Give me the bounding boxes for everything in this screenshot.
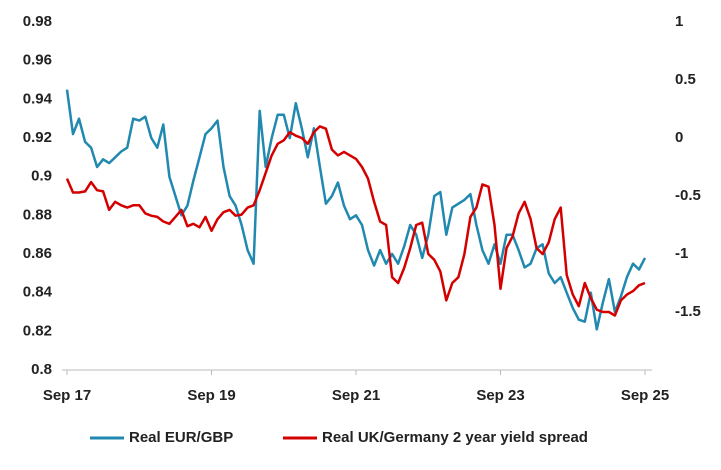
series-line — [65, 89, 647, 331]
y2-tick-label: 0 — [675, 129, 683, 146]
y2-tick-label: -1.5 — [675, 303, 701, 320]
x-tick-label: Sep 17 — [43, 387, 91, 404]
y-tick-label: 0.88 — [23, 206, 52, 223]
y-tick-label: 0.9 — [31, 168, 52, 185]
x-tick-label: Sep 21 — [332, 387, 380, 404]
y2-tick-label: 1 — [675, 13, 683, 30]
y-tick-label: 0.98 — [23, 13, 52, 30]
y-tick-label: 0.84 — [23, 284, 53, 301]
y-tick-label: 0.82 — [23, 322, 52, 339]
x-tick-label: Sep 25 — [621, 387, 669, 404]
x-tick-label: Sep 19 — [187, 387, 235, 404]
legend-label: Real UK/Germany 2 year yield spread — [322, 429, 588, 446]
y2-tick-label: -0.5 — [675, 187, 701, 204]
series-line — [65, 125, 646, 317]
y-tick-label: 0.92 — [23, 129, 52, 146]
y2-tick-label: 0.5 — [675, 71, 696, 88]
y-tick-label: 0.8 — [31, 361, 52, 378]
y2-tick-label: -1 — [675, 245, 688, 262]
y-tick-label: 0.96 — [23, 52, 52, 69]
x-tick-label: Sep 23 — [476, 387, 524, 404]
legend-label: Real EUR/GBP — [129, 429, 233, 446]
y-tick-label: 0.94 — [23, 90, 53, 107]
y-tick-label: 0.86 — [23, 245, 52, 262]
